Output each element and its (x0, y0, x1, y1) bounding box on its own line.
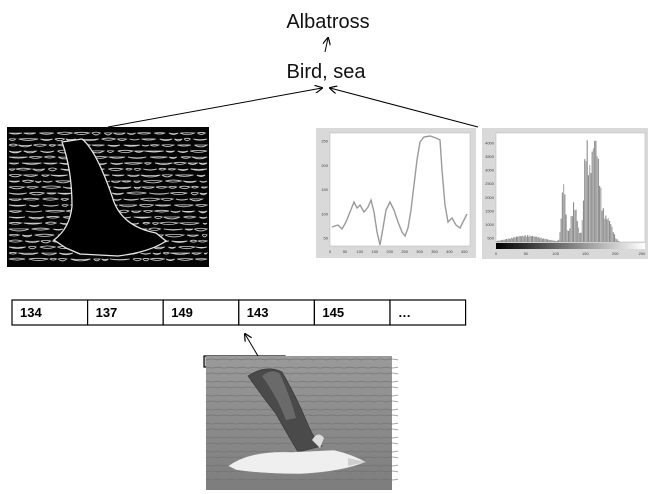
profile-y-tick: 200 (321, 163, 328, 168)
histogram-x-tick: 0 (495, 251, 498, 256)
pixel-cell (238, 299, 316, 326)
histogram-y-tick: 3500 (485, 154, 495, 159)
profile-x-tick: 100 (357, 249, 364, 254)
grayscale-ramp (496, 243, 645, 249)
pixel-cell-value: 134 (20, 305, 42, 320)
label-albatross: Albatross (286, 11, 369, 33)
profile-y-tick: 150 (321, 187, 328, 192)
histogram-x-tick: 150 (582, 251, 589, 256)
histogram-x-tick: 200 (612, 251, 619, 256)
histogram-y-tick: 3000 (485, 168, 495, 173)
histogram-y-tick: 1500 (485, 208, 495, 213)
pixel-cell-value: 149 (171, 305, 193, 320)
histogram-x-tick: 250 (639, 251, 646, 256)
pixel-value-row: 134 137 149 143 145 … (11, 299, 467, 326)
profile-y-tick: 250 (321, 139, 328, 144)
profile-x-tick: 150 (371, 249, 378, 254)
arrow-to-albatross (325, 38, 328, 53)
pixel-cell (313, 299, 391, 326)
arrow-edges-to-label (107, 88, 322, 128)
pixel-cell-value: 145 (322, 305, 344, 320)
profile-x-tick: 400 (446, 249, 453, 254)
profile-x-tick: 200 (386, 249, 393, 254)
profile-x-tick: 0 (329, 249, 332, 254)
pixel-cell (11, 299, 89, 326)
profile-x-tick: 50 (343, 249, 348, 254)
profile-y-tick: 50 (324, 236, 329, 241)
pixel-cell (389, 299, 467, 326)
profile-y-tick: 100 (321, 211, 328, 216)
histogram-y-tick: 500 (487, 236, 494, 241)
profile-x-tick: 450 (461, 249, 468, 254)
histogram-plot: 4000 3500 3000 2500 2000 1500 1000 500 0 50 100 15… (482, 128, 648, 259)
arrow-plots-to-label (330, 88, 479, 128)
albatross-photo (205, 356, 399, 490)
edge-image (7, 127, 209, 267)
histogram-y-tick: 4000 (485, 141, 495, 146)
profile-line (331, 135, 468, 246)
pixel-cell-value: 137 (96, 305, 118, 320)
histogram-y-tick: 2000 (485, 195, 495, 200)
pixel-cell-value: 143 (247, 305, 269, 320)
pixel-cell-value: … (398, 305, 411, 320)
profile-x-tick: 250 (401, 249, 408, 254)
histogram-x-tick: 100 (552, 251, 559, 256)
histogram-y-tick: 2500 (485, 181, 495, 186)
profile-x-tick: 300 (416, 249, 423, 254)
profile-x-tick: 350 (431, 249, 438, 254)
histogram-x-tick: 50 (524, 251, 529, 256)
intensity-profile-plot: 250 200 150 100 50 0 50 100 150 200 250 300 350 400 4… (316, 128, 476, 258)
pixel-cell (162, 299, 240, 326)
arrow-image-to-row (245, 334, 259, 357)
histogram-y-tick: 1000 (485, 222, 495, 227)
label-bird-sea: Bird, sea (287, 61, 367, 83)
